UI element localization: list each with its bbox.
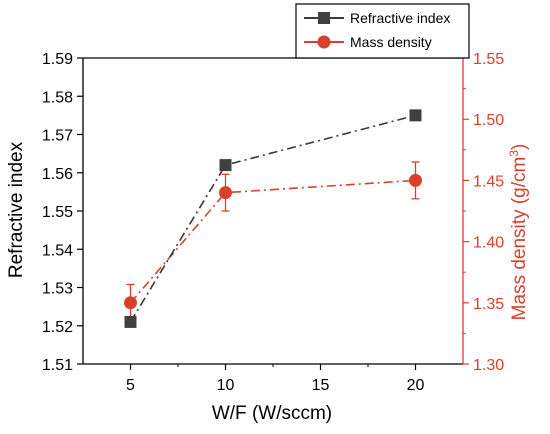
y-left-tick-label-3: 1.54 [42, 242, 73, 259]
y-left-tick-label-1: 1.52 [42, 319, 73, 336]
y-left-tick-label-2: 1.53 [42, 281, 73, 298]
line-mass-density [129, 179, 416, 304]
y-right-tick-label-1: 1.35 [473, 296, 504, 313]
y-left-tick-label-6: 1.57 [42, 128, 73, 145]
y-right-tick-label-3: 1.45 [473, 173, 504, 190]
point-refractive-index-1 [219, 159, 232, 172]
y-axis-right: 1.30 1.35 1.40 1.45 1.50 1.55 [463, 51, 504, 374]
y-right-tick-label-2: 1.40 [473, 235, 504, 252]
legend-marker-mass-density [317, 35, 331, 49]
y-axis-left-label: Refractive index [6, 141, 27, 278]
point-mass-density-2 [409, 173, 422, 187]
point-refractive-index-0 [124, 315, 137, 328]
y-right-tick-label-4: 1.50 [473, 112, 504, 129]
x-tick-label-0: 5 [126, 377, 135, 394]
x-tick-label-2: 15 [312, 377, 330, 394]
y-left-tick-label-8: 1.59 [42, 51, 73, 68]
x-axis: 5 10 15 20 [126, 364, 425, 394]
point-mass-density-0 [124, 296, 137, 310]
legend-marker-refractive-index [318, 12, 330, 24]
y-right-tick-label-0: 1.30 [473, 357, 504, 374]
y-axis-left: 1.51 1.52 1.53 1.54 1.55 1.56 1.57 1.58 1.59 [42, 51, 83, 374]
legend-label-refractive-index: Refractive index [350, 10, 450, 26]
x-tick-label-3: 20 [407, 377, 425, 394]
point-refractive-index-2 [409, 109, 422, 122]
y-left-tick-label-0: 1.51 [42, 357, 73, 374]
y-left-tick-label-4: 1.55 [42, 204, 73, 221]
line-refractive-index [129, 114, 416, 323]
plot-frame [82, 57, 464, 365]
series-layer [124, 109, 422, 328]
legend-label-mass-density: Mass density [350, 34, 432, 50]
y-left-tick-label-7: 1.58 [42, 89, 73, 106]
y-axis-right-label: Mass density (g/cm3) [507, 144, 530, 321]
legend: Refractive index Mass density [295, 3, 470, 59]
y-right-tick-label-5: 1.55 [473, 51, 504, 68]
x-tick-label-1: 10 [217, 377, 235, 394]
y-left-tick-label-5: 1.56 [42, 166, 73, 183]
x-axis-label: W/F (W/sccm) [212, 403, 332, 424]
point-mass-density-1 [219, 186, 232, 200]
